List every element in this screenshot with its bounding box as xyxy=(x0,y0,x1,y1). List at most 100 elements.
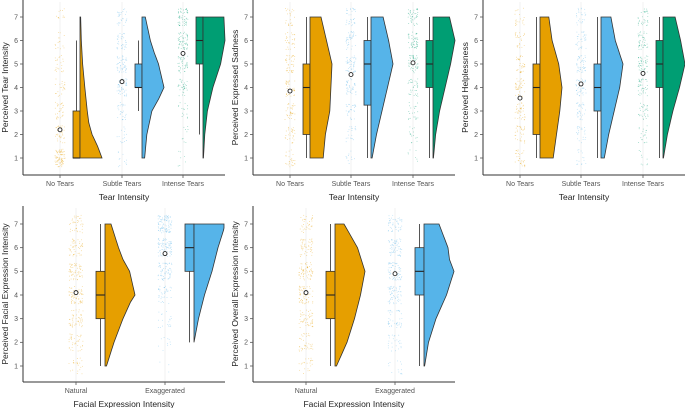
data-point xyxy=(300,300,302,302)
data-point xyxy=(646,109,648,110)
data-point xyxy=(577,138,578,140)
data-point xyxy=(289,112,291,114)
data-point xyxy=(77,350,79,352)
x-axis-title: Tear Intensity xyxy=(559,192,610,202)
data-point xyxy=(388,340,390,342)
data-point xyxy=(59,151,61,153)
data-point xyxy=(346,8,348,10)
data-point xyxy=(182,47,184,49)
data-point xyxy=(59,157,60,159)
data-point xyxy=(125,59,127,61)
data-point xyxy=(407,12,409,14)
data-point xyxy=(60,137,62,139)
data-point xyxy=(514,117,516,119)
data-point xyxy=(162,246,164,248)
data-point xyxy=(288,80,290,82)
data-point xyxy=(74,217,76,219)
data-point xyxy=(299,277,301,279)
data-point xyxy=(643,69,645,71)
data-point xyxy=(294,163,295,165)
data-point xyxy=(581,69,583,71)
data-point xyxy=(56,118,58,120)
data-point xyxy=(170,224,172,226)
data-point xyxy=(353,22,355,24)
data-point xyxy=(305,219,307,221)
data-point xyxy=(168,338,170,340)
data-point xyxy=(119,12,121,14)
data-point xyxy=(389,309,391,311)
data-point xyxy=(398,291,400,293)
data-point xyxy=(311,275,313,277)
data-point xyxy=(642,36,644,38)
data-point xyxy=(577,7,579,9)
data-point xyxy=(640,68,642,69)
data-point xyxy=(346,57,348,58)
data-point xyxy=(351,156,352,158)
data-point xyxy=(64,158,66,160)
data-point xyxy=(413,58,415,60)
data-point xyxy=(122,153,124,155)
data-point xyxy=(285,130,287,132)
data-point xyxy=(523,44,525,46)
data-point xyxy=(125,69,127,71)
data-point xyxy=(291,55,293,57)
data-point xyxy=(410,94,412,95)
data-point xyxy=(351,56,353,58)
data-point xyxy=(584,70,586,71)
data-point xyxy=(285,60,287,61)
data-point xyxy=(289,48,291,50)
data-point xyxy=(81,320,83,322)
data-point xyxy=(581,31,583,33)
data-point xyxy=(81,302,83,304)
data-point xyxy=(412,65,414,67)
data-point xyxy=(399,285,401,287)
data-point xyxy=(416,44,418,45)
data-point xyxy=(647,163,649,165)
data-point xyxy=(68,254,70,256)
data-point xyxy=(61,102,63,104)
data-point xyxy=(117,48,119,50)
data-point xyxy=(580,78,582,80)
data-point xyxy=(163,228,165,230)
data-point xyxy=(576,89,578,91)
data-point xyxy=(118,36,120,38)
data-point xyxy=(353,82,355,84)
data-point xyxy=(350,109,352,111)
data-point xyxy=(578,11,580,13)
data-point xyxy=(578,126,580,128)
data-point xyxy=(75,323,76,325)
data-point xyxy=(515,83,517,85)
data-point xyxy=(583,60,585,61)
data-point xyxy=(125,85,127,86)
data-point xyxy=(187,35,188,37)
data-point xyxy=(290,22,292,24)
data-point xyxy=(185,8,187,9)
data-point xyxy=(125,84,127,86)
data-point xyxy=(387,240,389,242)
data-point xyxy=(58,16,60,18)
data-point xyxy=(64,81,66,83)
data-point xyxy=(300,256,301,257)
data-point xyxy=(576,79,578,81)
data-point xyxy=(640,65,642,67)
data-point xyxy=(159,267,161,268)
data-point xyxy=(303,286,305,288)
data-point xyxy=(305,348,307,350)
data-point xyxy=(118,89,120,91)
data-point xyxy=(350,109,352,111)
data-point xyxy=(162,301,163,302)
data-point xyxy=(77,303,79,305)
data-point xyxy=(79,302,81,304)
data-point xyxy=(123,95,125,97)
data-point xyxy=(187,18,189,20)
data-point xyxy=(389,271,391,273)
data-point xyxy=(410,107,412,109)
data-point xyxy=(167,216,169,217)
data-point xyxy=(116,66,118,68)
data-point xyxy=(159,250,161,252)
x-tick-label: Intense Tears xyxy=(162,181,204,188)
data-point xyxy=(308,324,310,326)
data-point xyxy=(578,160,580,162)
data-point xyxy=(289,36,291,38)
